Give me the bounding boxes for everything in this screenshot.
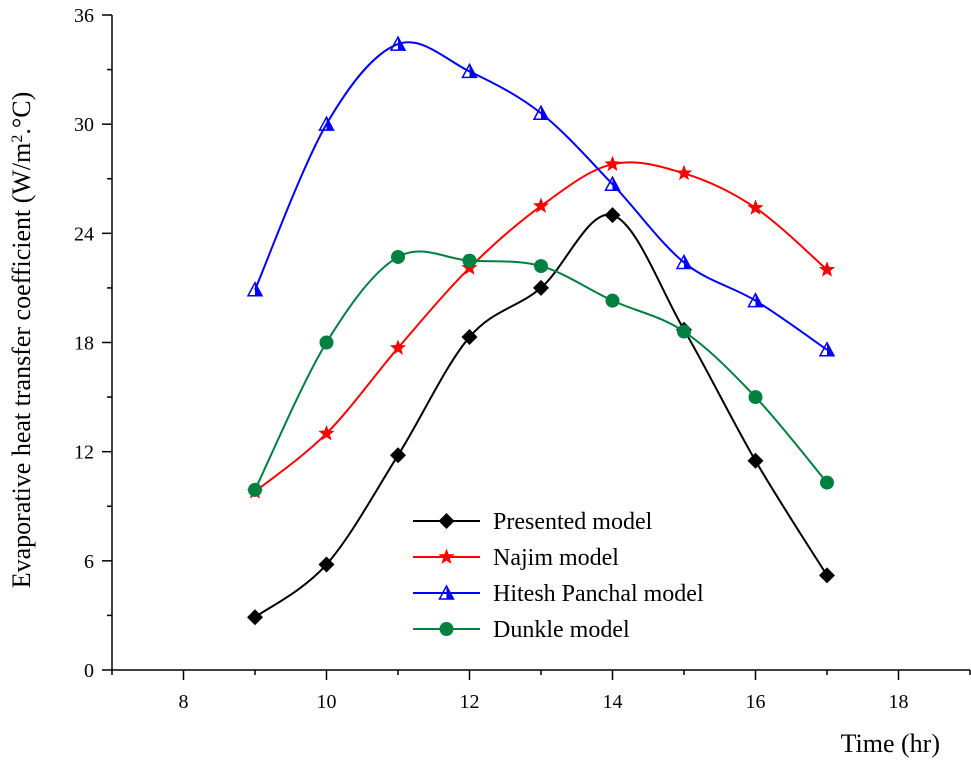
- legend-item-dunkle-model: Dunkle model: [413, 617, 630, 643]
- x-tick-label: 8: [179, 691, 189, 713]
- series-layer: [246, 35, 836, 626]
- data-point-dunkle-model-13: [534, 259, 548, 274]
- data-point-dunkle-model-16: [748, 390, 763, 405]
- series-line-hitesh-panchal-model: [254, 41, 828, 351]
- data-point-najim-model-11: [389, 339, 407, 355]
- legend-label-presented-model: Presented model: [493, 509, 653, 535]
- data-point-hitesh-panchal-model-15: [675, 253, 693, 270]
- legend-marker-dunkle-model: [439, 622, 454, 636]
- y-tick-label: 30: [74, 114, 94, 136]
- data-point-hitesh-panchal-model-9-outline: [246, 281, 264, 297]
- x-tick-label: 16: [746, 691, 766, 713]
- data-point-dunkle-model-11: [391, 249, 405, 264]
- y-axis-title-sup: 2: [9, 135, 26, 143]
- data-point-presented-model-13: [533, 279, 549, 296]
- data-point-hitesh-panchal-model-16-outline: [747, 292, 764, 308]
- legend-label-najim-model: Najim model: [493, 545, 619, 571]
- legend-item-presented-model: Presented model: [413, 509, 653, 535]
- data-point-hitesh-panchal-model-11: [389, 35, 407, 51]
- data-point-najim-model-15: [675, 164, 693, 181]
- data-point-hitesh-panchal-model-15-outline: [675, 253, 693, 270]
- legend-item-hitesh-panchal-model: Hitesh Panchal model: [413, 581, 704, 607]
- data-point-hitesh-panchal-model-9: [246, 281, 264, 297]
- data-point-hitesh-panchal-model-13-outline: [532, 104, 550, 120]
- data-point-hitesh-panchal-model-10: [318, 115, 335, 131]
- data-point-hitesh-panchal-model-14: [604, 175, 621, 191]
- legend-label-hitesh-panchal-model: Hitesh Panchal model: [493, 581, 704, 607]
- y-axis-title-suffix: .°C): [7, 92, 36, 135]
- y-axis-title-prefix: Evaporative heat transfer coefficient (W…: [7, 143, 36, 589]
- data-point-dunkle-model-14: [605, 293, 620, 308]
- data-point-hitesh-panchal-model-16: [747, 292, 764, 308]
- data-point-hitesh-panchal-model-13: [532, 104, 550, 120]
- data-point-najim-model-17: [818, 261, 836, 277]
- y-tick-label: 0: [84, 660, 94, 682]
- series-hitesh-panchal-model: [246, 35, 836, 357]
- y-tick-label: 24: [74, 223, 94, 245]
- data-point-presented-model-17: [819, 567, 835, 584]
- x-tick-label: 12: [460, 691, 480, 713]
- legend-label-dunkle-model: Dunkle model: [493, 617, 630, 643]
- data-point-dunkle-model-15: [677, 324, 691, 339]
- y-tick-label: 6: [84, 551, 94, 573]
- data-point-hitesh-panchal-model-12: [461, 62, 478, 79]
- data-point-hitesh-panchal-model-11-outline: [389, 35, 407, 51]
- data-point-presented-model-14: [604, 207, 621, 224]
- data-point-hitesh-panchal-model-10-outline: [318, 115, 335, 131]
- data-point-hitesh-panchal-model-17-outline: [818, 341, 836, 357]
- y-axis-title: Evaporative heat transfer coefficient (W…: [7, 92, 36, 589]
- y-tick-label: 12: [74, 442, 94, 464]
- series-line-presented-model: [254, 213, 828, 619]
- series-line-najim-model: [254, 161, 828, 493]
- data-point-presented-model-9: [247, 609, 263, 626]
- data-point-najim-model-16: [747, 199, 764, 215]
- y-tick-label: 18: [74, 333, 94, 355]
- data-point-dunkle-model-10: [319, 335, 334, 350]
- data-point-najim-model-13: [532, 197, 550, 213]
- legend: Presented model Najim model Hitesh Panchal…: [413, 509, 704, 643]
- data-point-najim-model-10: [318, 424, 335, 441]
- data-point-dunkle-model-17: [820, 475, 834, 490]
- data-point-presented-model-16: [747, 452, 764, 469]
- x-axis-title: Time (hr): [841, 729, 940, 758]
- data-point-dunkle-model-12: [462, 253, 477, 268]
- series-presented-model: [247, 207, 835, 626]
- legend-item-najim-model: Najim model: [413, 545, 619, 571]
- data-point-najim-model-14: [604, 155, 621, 172]
- data-point-presented-model-10: [318, 556, 335, 573]
- legend-marker-najim-model: [438, 548, 455, 564]
- legend-marker-hitesh-panchal-model: [438, 584, 455, 600]
- data-point-dunkle-model-9: [248, 482, 262, 497]
- series-dunkle-model: [248, 249, 834, 497]
- legend-marker-presented-model: [438, 513, 455, 529]
- y-tick-label: 36: [74, 5, 94, 27]
- legend-marker-hitesh-panchal-model-outline: [438, 584, 455, 600]
- axes: 8 10 12 14 16 18 0 6 12 18 24 30 36: [74, 5, 971, 713]
- data-point-hitesh-panchal-model-14-outline: [604, 175, 621, 191]
- data-point-hitesh-panchal-model-17: [818, 341, 836, 357]
- data-point-presented-model-12: [461, 329, 478, 346]
- x-tick-label: 18: [889, 691, 909, 713]
- x-tick-label: 14: [603, 691, 623, 713]
- data-point-presented-model-11: [390, 447, 406, 464]
- x-tick-label: 10: [317, 691, 337, 713]
- data-point-hitesh-panchal-model-12-outline: [461, 62, 478, 79]
